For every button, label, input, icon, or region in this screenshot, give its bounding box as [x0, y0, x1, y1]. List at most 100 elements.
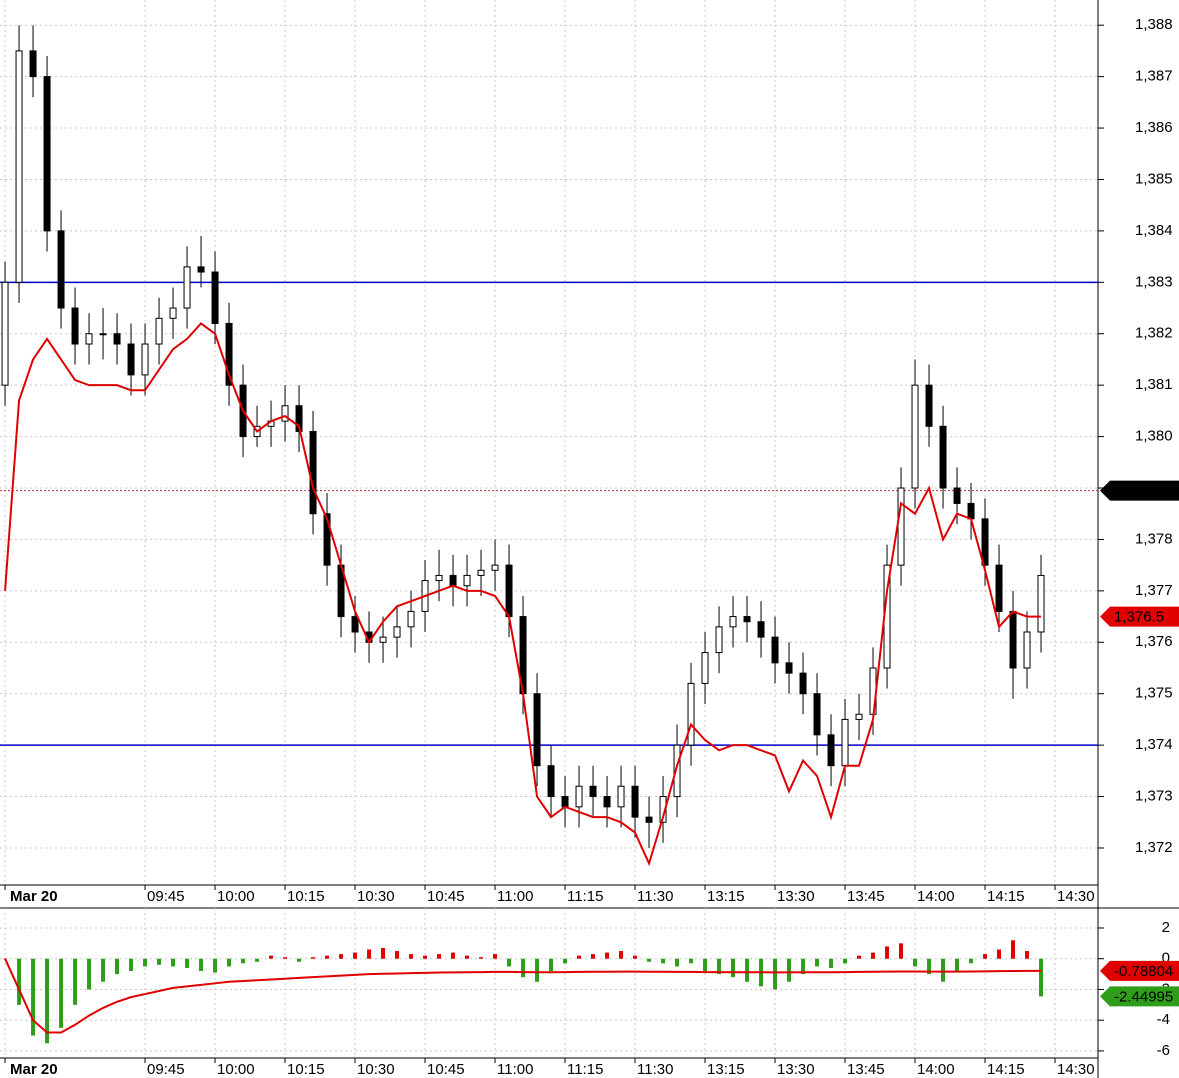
candle-body	[99, 333, 107, 336]
histogram-bar	[885, 946, 890, 959]
x-tick-label: 13:15	[707, 1061, 745, 1078]
candle-body	[645, 816, 653, 823]
histogram-bar	[857, 955, 862, 959]
candle-body	[477, 569, 485, 576]
histogram-bar	[717, 958, 722, 975]
candle-body	[225, 322, 233, 386]
candle-body	[841, 718, 849, 767]
histogram-bar	[479, 957, 484, 959]
histogram-bar	[731, 958, 736, 978]
x-tick-label: 09:45	[147, 1061, 185, 1078]
histogram-bar	[255, 958, 260, 962]
histogram-bar	[45, 958, 50, 1044]
candle-body	[407, 610, 415, 628]
y-tick-label: 1,375	[1135, 685, 1173, 702]
y-tick-label: -6	[1157, 1042, 1170, 1059]
y-tick-label: 1,380	[1135, 428, 1173, 445]
candle-body	[715, 626, 723, 654]
histogram-bar	[1011, 940, 1016, 959]
x-tick-label: 10:15	[287, 888, 325, 905]
y-tick-label: 1,376	[1135, 633, 1173, 650]
y-tick-label: -4	[1157, 1011, 1170, 1028]
x-tick-label: 14:00	[917, 888, 955, 905]
histogram-bar	[143, 958, 148, 967]
candle-body	[15, 50, 23, 283]
histogram-bar	[577, 955, 582, 959]
x-tick-label: 09:45	[147, 888, 185, 905]
histogram-bar	[745, 958, 750, 982]
x-tick-label: 13:15	[707, 888, 745, 905]
candle-body	[1, 281, 9, 386]
y-tick-label: 1,383	[1135, 273, 1173, 290]
histogram-bar	[941, 958, 946, 982]
histogram-bar	[101, 958, 106, 982]
y-tick-label: 1,374	[1135, 736, 1173, 753]
candle-body	[575, 785, 583, 808]
histogram-bar	[955, 958, 960, 972]
candle-body	[29, 50, 37, 78]
histogram-bar	[115, 958, 120, 975]
value-marker-label: -2.44995	[1114, 988, 1173, 1005]
histogram-bar	[353, 952, 358, 959]
candle-body	[295, 405, 303, 432]
histogram-bar	[521, 958, 526, 978]
candle-body	[393, 626, 401, 638]
candle-body	[155, 317, 163, 345]
candle-body	[589, 785, 597, 798]
x-tick-label: 14:30	[1057, 1061, 1095, 1078]
x-tick-label: 10:15	[287, 1061, 325, 1078]
x-tick-label: 10:45	[427, 888, 465, 905]
candle-body	[995, 564, 1003, 612]
value-marker-label: 1,376.5	[1114, 609, 1164, 626]
x-tick-label: Mar 20	[10, 1061, 58, 1078]
candle-body	[491, 564, 499, 571]
x-tick-label: 13:30	[777, 1061, 815, 1078]
candle-body	[113, 333, 121, 345]
histogram-bar	[157, 958, 162, 965]
moving-average	[4, 322, 1042, 867]
value-marker	[1100, 480, 1179, 501]
candle-body	[799, 672, 807, 695]
candle-body	[183, 266, 191, 309]
histogram-bar	[801, 958, 806, 975]
y-tick-label: 1,385	[1135, 170, 1173, 187]
histogram-bar	[283, 957, 288, 959]
x-tick-label: 10:00	[217, 1061, 255, 1078]
x-tick-label: 13:30	[777, 888, 815, 905]
candle-body	[729, 616, 737, 628]
candle-body	[449, 574, 457, 587]
y-tick-label: 1,382	[1135, 325, 1173, 342]
histogram-bar	[73, 958, 78, 1005]
value-marker	[1100, 986, 1179, 1007]
histogram-bar	[493, 954, 498, 959]
y-tick-label: 0	[1162, 950, 1170, 967]
histogram-bar	[829, 958, 834, 968]
candle-body	[435, 574, 443, 582]
x-tick-label: 13:45	[847, 1061, 885, 1078]
y-tick-label: 1,378	[1135, 530, 1173, 547]
histogram-bar	[913, 958, 918, 967]
candle-body	[785, 662, 793, 674]
candle-body	[547, 765, 555, 798]
histogram-bar	[703, 958, 708, 972]
x-tick-label: 10:30	[357, 888, 395, 905]
histogram-bar	[1039, 958, 1044, 997]
histogram-bar	[675, 958, 680, 967]
candle-body	[673, 744, 681, 798]
candle-body	[43, 76, 51, 232]
histogram-bar	[871, 952, 876, 959]
signal-line	[4, 958, 1042, 1034]
candle-body	[561, 796, 569, 808]
candle-body	[897, 487, 905, 566]
x-tick-label: 11:30	[637, 1061, 673, 1078]
value-marker	[1100, 606, 1179, 627]
histogram-bar	[269, 955, 274, 959]
histogram-bar	[395, 951, 400, 959]
candle-body	[771, 636, 779, 664]
candle-body	[351, 616, 359, 633]
histogram-bar	[535, 958, 540, 982]
histogram-bar	[17, 958, 22, 1005]
x-tick-label: 11:15	[567, 888, 603, 905]
y-tick-label: 1,377	[1135, 582, 1173, 599]
